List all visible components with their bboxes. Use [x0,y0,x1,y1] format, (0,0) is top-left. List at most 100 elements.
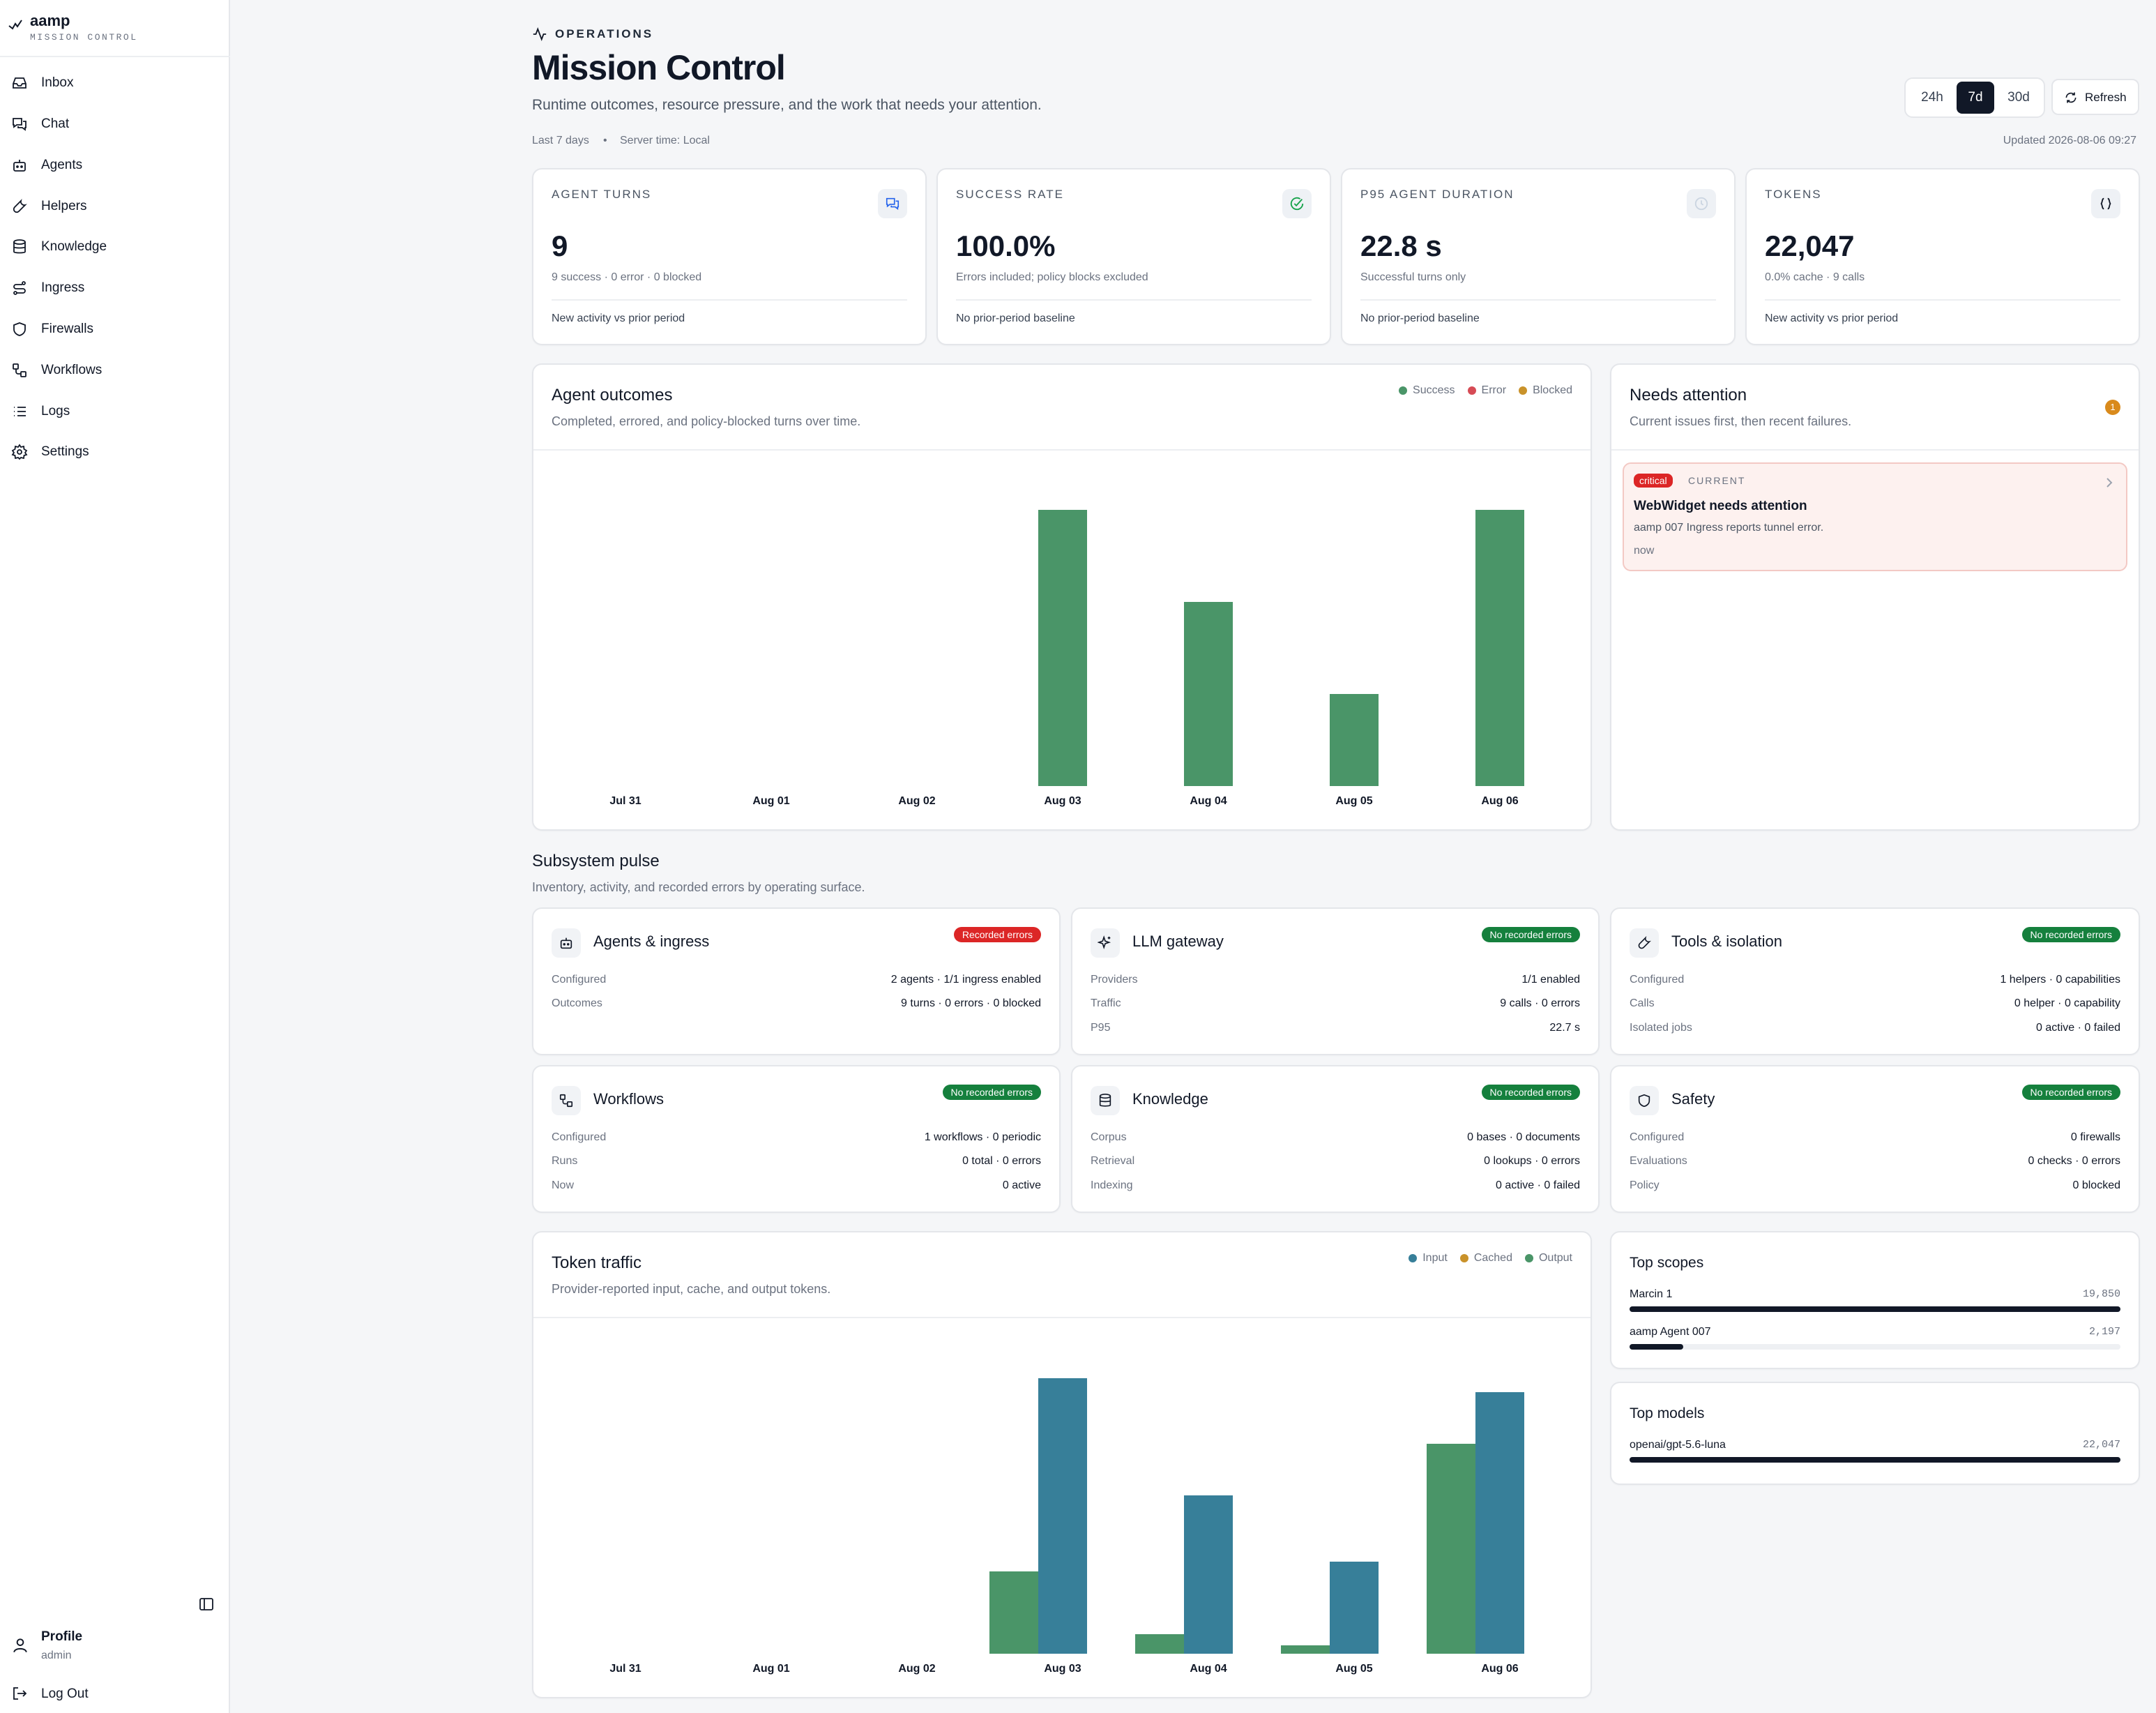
bar-success[interactable] [1184,602,1233,786]
kpi-sub: Errors included; policy blocks excluded [956,271,1148,283]
user-icon [13,1638,27,1653]
sidebar-item-label: Chat [41,116,70,131]
sidebar: aamp MISSION CONTROL Inbox Chat Agents H… [0,0,230,1713]
bar-input[interactable] [1475,1391,1524,1654]
bar-success[interactable] [1330,694,1379,786]
subsystem-card-workflows[interactable]: Workflows No recorded errors Configured … [532,1065,1061,1213]
subsystem-card-safety[interactable]: Safety No recorded errors Configured 0 f… [1610,1065,2140,1213]
status-badge: No recorded errors [1481,927,1580,942]
bar-output[interactable] [1135,1634,1184,1654]
status-label: CURRENT [1688,475,1746,486]
card-divider [533,1317,1591,1318]
sidebar-item-logs[interactable]: Logs [0,392,230,431]
subsystem-card-agents-ingress[interactable]: Agents & ingress Recorded errors Configu… [532,907,1061,1055]
row-value: 2 agents · 1/1 ingress enabled [890,974,1041,986]
bar-output[interactable] [1281,1645,1330,1654]
logout-button[interactable]: Log Out [0,1677,230,1710]
bar-input[interactable] [1038,1378,1087,1654]
icon-wrap [1091,928,1120,958]
x-tick-label: Aug 05 [1335,795,1373,807]
kpi-card-agent-turns: AGENT TURNS 9 9 success · 0 error · 0 bl… [532,168,927,345]
x-tick-label: Aug 03 [1044,1663,1081,1675]
x-tick-label: Aug 06 [1481,1663,1519,1675]
kpi-sub: 9 success · 0 error · 0 blocked [552,271,702,283]
top-scopes-title: Top scopes [1630,1255,1704,1271]
row-label: Indexing [1091,1179,1133,1191]
kpi-divider [956,299,1312,301]
legend-item-error: Error [1467,384,1506,397]
sidebar-item-workflows[interactable]: Workflows [0,351,230,390]
legend-label: Input [1422,1252,1448,1264]
robot-icon [13,160,26,172]
row-value: 1/1 enabled [1521,974,1580,986]
row-label: Configured [552,1131,607,1143]
chart-legend: Success Error Blocked [1399,384,1572,397]
range-30d[interactable]: 30d [2007,90,2030,105]
subsystem-card-knowledge[interactable]: Knowledge No recorded errors Corpus 0 ba… [1071,1065,1600,1213]
bar-input[interactable] [1330,1561,1379,1654]
bar-success[interactable] [1475,510,1524,786]
legend-item-cached: Cached [1459,1252,1512,1265]
range-7d[interactable]: 7d [1957,82,1994,114]
kpi-label: TOKENS [1765,188,1822,201]
row-value: 0 firewalls [2070,1131,2120,1143]
x-tick-label: Aug 02 [898,795,936,807]
sidebar-item-knowledge[interactable]: Knowledge [0,227,230,266]
legend-item-input: Input [1409,1252,1448,1265]
wrench-icon [13,199,27,213]
refresh-button[interactable]: Refresh [2051,79,2139,115]
ranked-item-value: 22,047 [2082,1439,2120,1451]
profile-name: Profile [41,1629,83,1644]
sidebar-item-chat[interactable]: Chat [0,105,230,144]
status-badge: No recorded errors [1481,1085,1580,1100]
outcomes-plot: Jul 31 Aug 01 Aug 02 Aug 03 Aug 04 Aug 05 Aug … [533,365,1593,832]
kpi-icon-wrap [878,189,907,218]
subsystem-name: Safety [1671,1090,1715,1108]
sidebar-item-inbox[interactable]: Inbox [0,63,230,103]
attention-item-time: now [1634,545,1655,557]
attention-count-badge: 1 [2105,400,2120,415]
shield-icon [13,322,26,336]
bar-output[interactable] [989,1571,1038,1654]
status-badge: No recorded errors [2021,927,2120,942]
chart-title: Token traffic [552,1253,642,1272]
row-label: Configured [1630,974,1685,986]
kpi-value: 9 [552,229,568,262]
sidebar-item-helpers[interactable]: Helpers [0,187,230,226]
sidebar-item-label: Helpers [41,199,87,213]
sidebar-item-ingress[interactable]: Ingress [0,269,230,308]
row-label: P95 [1091,1022,1111,1034]
row-label: Runs [552,1155,578,1167]
kpi-sub: 0.0% cache · 9 calls [1765,271,1865,283]
activity-icon [533,27,547,41]
updated-timestamp: Updated 2026-08-06 09:27 [2003,135,2136,146]
row-label: Corpus [1091,1131,1127,1143]
attention-title: Needs attention [1630,386,1747,405]
range-24h[interactable]: 24h [1921,90,1943,105]
refresh-icon [2065,92,2077,103]
clock-icon [1694,197,1708,211]
brand[interactable]: aamp MISSION CONTROL [0,0,230,57]
row-value: 0 blocked [2072,1179,2121,1191]
subsystem-card-llm-gateway[interactable]: LLM gateway No recorded errors Providers… [1071,907,1600,1055]
bar-output[interactable] [1427,1443,1475,1654]
row-label: Policy [1630,1179,1660,1191]
status-badge: Recorded errors [953,927,1041,942]
sidebar-item-settings[interactable]: Settings [0,432,230,471]
token-traffic-card: Token traffic Provider-reported input, c… [532,1231,1592,1698]
status-badge: No recorded errors [942,1085,1041,1100]
kpi-value: 22,047 [1765,229,1855,262]
profile-link[interactable]: Profile admin [0,1622,230,1671]
subsystem-card-tools-isolation[interactable]: Tools & isolation No recorded errors Con… [1610,907,2140,1055]
bar-input[interactable] [1184,1495,1233,1654]
collapse-sidebar-icon[interactable] [198,1596,215,1613]
legend-swatch [1409,1254,1418,1262]
sidebar-item-firewalls[interactable]: Firewalls [0,310,230,349]
meta-range: Last 7 days [532,135,589,146]
sidebar-item-agents[interactable]: Agents [0,146,230,185]
database-icon [1099,1094,1111,1107]
card-divider [1611,449,2139,451]
bar-success[interactable] [1038,510,1087,786]
attention-item[interactable]: critical CURRENT WebWidget needs attenti… [1623,462,2127,571]
subsystem-name: Agents & ingress [593,933,710,950]
